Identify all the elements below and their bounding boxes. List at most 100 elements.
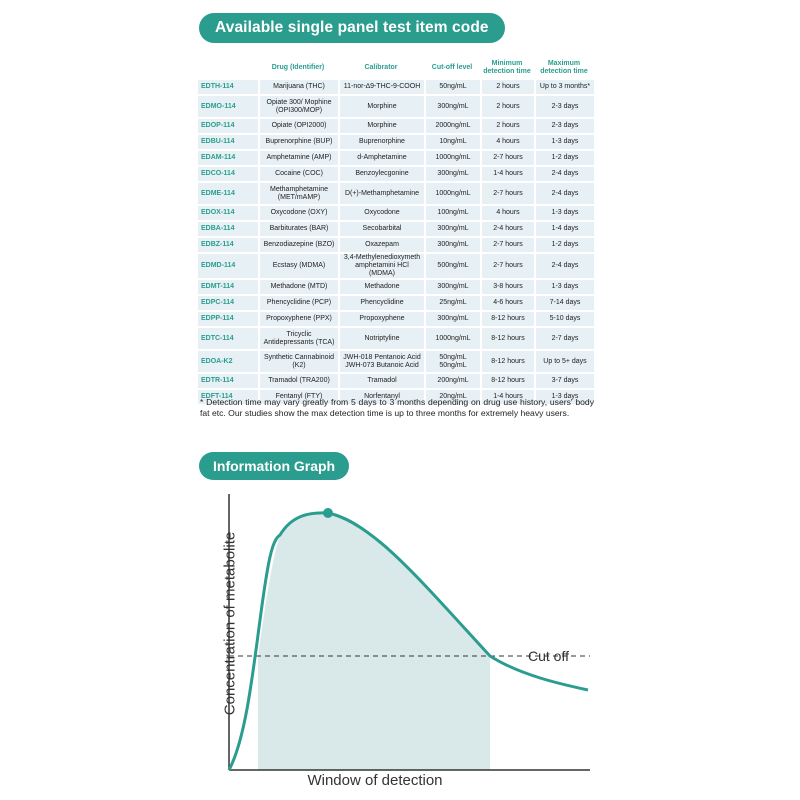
max-detection-time: 2-3 days (534, 119, 594, 133)
max-detection-time: 2-7 days (534, 328, 594, 349)
min-detection-time: 1-4 hours (480, 390, 534, 404)
calibrator: Benzoylecgonine (338, 167, 424, 181)
drug-identifier: Marijuana (THC) (258, 80, 338, 94)
max-detection-time: 1-4 days (534, 222, 594, 236)
table-row: EDTH-114 Marijuana (THC) 11-nor-∆9-THC-9-C… (198, 80, 594, 94)
concentration-curve (227, 511, 589, 771)
max-detection-time: 2-4 days (534, 183, 594, 204)
max-detection-time: 1-3 days (534, 390, 594, 404)
column-header: Maximum detection time (540, 59, 588, 75)
drug-identifier: Benzodiazepine (BZO) (258, 238, 338, 252)
test-code-table: Drug (Identifier) Calibrator Cut-off lev… (198, 55, 594, 406)
peak-marker (323, 508, 333, 518)
table-row: EDBU-114 Buprenorphine (BUP) Buprenorphine… (198, 135, 594, 149)
table-row: EDFT-114 Fentanyl (FTY) Norfentanyl 20ng/mL… (198, 390, 594, 404)
item-code: EDTC-114 (198, 328, 258, 349)
max-detection-time: 2-3 days (534, 96, 594, 117)
table-row: EDMO-114 Opiate 300/ Mophine (OPI300/MOP)… (198, 96, 594, 117)
drug-identifier: Phencyclidine (PCP) (258, 296, 338, 310)
column-header: Calibrator (364, 63, 398, 71)
item-code: EDBA-114 (198, 222, 258, 236)
calibrator: Oxazepam (338, 238, 424, 252)
table-row: EDPC-114 Phencyclidine (PCP) Phencyclidine… (198, 296, 594, 310)
cutoff-level: 1000ng/mL (424, 183, 480, 204)
column-header: Cut-off level (431, 63, 473, 71)
drug-identifier: Tramadol (TRA200) (258, 374, 338, 388)
table-row: EDMD-114 Ecstasy (MDMA) 3,4-Methylenedioxy… (198, 254, 594, 278)
max-detection-time: 5-10 days (534, 312, 594, 326)
drug-identifier: Synthetic Cannabinoid (K2) (258, 351, 338, 372)
cutoff-level: 300ng/mL (424, 238, 480, 252)
x-axis-label: Window of detection (307, 772, 443, 789)
max-detection-time: 1-2 days (534, 151, 594, 165)
min-detection-time: 1-4 hours (480, 167, 534, 181)
calibrator: JWH-018 Pentanoic Acid JWH-073 Butanoic … (338, 351, 424, 372)
min-detection-time: 4-6 hours (480, 296, 534, 310)
drug-identifier: Oxycodone (OXY) (258, 206, 338, 220)
calibrator: D(+)-Methamphetamine (338, 183, 424, 204)
calibrator: Methadone (338, 280, 424, 294)
table-row: EDTR-114 Tramadol (TRA200) Tramadol 200ng/m… (198, 374, 594, 388)
max-detection-time: Up to 5+ days (534, 351, 594, 372)
drug-identifier: Propoxyphene (PPX) (258, 312, 338, 326)
cutoff-level: 10ng/mL (424, 135, 480, 149)
min-detection-time: 2-7 hours (480, 151, 534, 165)
graph-section-title: Information Graph (199, 452, 350, 480)
drug-identifier: Buprenorphine (BUP) (258, 135, 338, 149)
table-row: EDMT-114 Methadone (MTD) Methadone 300ng/mL… (198, 280, 594, 294)
detection-time-footnote: * Detection time may vary greatly from 5… (200, 397, 594, 418)
calibrator: 11-nor-∆9-THC-9-COOH (338, 80, 424, 94)
table-row: EDOX-114 Oxycodone (OXY) Oxycodone 100ng/mL… (198, 206, 594, 220)
table-row: EDPP-114 Propoxyphene (PPX) Propoxyphene 30… (198, 312, 594, 326)
item-code: EDOA-K2 (198, 351, 258, 372)
drug-identifier: Methadone (MTD) (258, 280, 338, 294)
cutoff-level: 100ng/mL (424, 206, 480, 220)
item-code: EDBU-114 (198, 135, 258, 149)
max-detection-time: 2-4 days (534, 254, 594, 278)
max-detection-time: 1-3 days (534, 206, 594, 220)
min-detection-time: 2 hours (480, 80, 534, 94)
cutoff-label: Cut off (528, 648, 569, 664)
detection-window-area (258, 512, 490, 770)
calibrator: Norfentanyl (338, 390, 424, 404)
table-header-row: Drug (Identifier) Calibrator Cut-off lev… (198, 57, 594, 78)
item-code: EDBZ-114 (198, 238, 258, 252)
max-detection-time: 2-4 days (534, 167, 594, 181)
min-detection-time: 3-8 hours (480, 280, 534, 294)
calibrator: Phencyclidine (338, 296, 424, 310)
cutoff-level: 300ng/mL (424, 167, 480, 181)
table-row: EDBZ-114 Benzodiazepine (BZO) Oxazepam 300n… (198, 238, 594, 252)
cutoff-level: 1000ng/mL (424, 151, 480, 165)
y-axis-label: Concentration of metabolite (221, 531, 239, 716)
column-header: Minimum detection time (483, 59, 531, 75)
table-row: EDME-114 Methamphetamine (MET/mAMP) D(+)-M… (198, 183, 594, 204)
table-row: EDAM-114 Amphetamine (AMP) d-Amphetamine 10… (198, 151, 594, 165)
item-code: EDCO-114 (198, 167, 258, 181)
min-detection-time: 2-7 hours (480, 238, 534, 252)
item-code: EDME-114 (198, 183, 258, 204)
max-detection-time: 3-7 days (534, 374, 594, 388)
cutoff-level: 50ng/mL 50ng/mL (424, 351, 480, 372)
min-detection-time: 2-7 hours (480, 183, 534, 204)
cutoff-level: 300ng/mL (424, 96, 480, 117)
cutoff-level: 1000ng/mL (424, 328, 480, 349)
table-section-title: Available single panel test item code (199, 13, 505, 43)
drug-identifier: Barbiturates (BAR) (258, 222, 338, 236)
cutoff-level: 500ng/mL (424, 254, 480, 278)
cutoff-level: 200ng/mL (424, 374, 480, 388)
cutoff-level: 2000ng/mL (424, 119, 480, 133)
max-detection-time: 1-2 days (534, 238, 594, 252)
min-detection-time: 4 hours (480, 135, 534, 149)
cutoff-level: 50ng/mL (424, 80, 480, 94)
min-detection-time: 8-12 hours (480, 374, 534, 388)
drug-identifier: Methamphetamine (MET/mAMP) (258, 183, 338, 204)
min-detection-time: 8-12 hours (480, 312, 534, 326)
drug-identifier: Tricyclic Antidepressants (TCA) (258, 328, 338, 349)
table-row: EDCO-114 Cocaine (COC) Benzoylecgonine 300n… (198, 167, 594, 181)
table-row: EDBA-114 Barbiturates (BAR) Secobarbital 30… (198, 222, 594, 236)
item-code: EDMO-114 (198, 96, 258, 117)
drug-identifier: Ecstasy (MDMA) (258, 254, 338, 278)
min-detection-time: 2-4 hours (480, 222, 534, 236)
max-detection-time: 1-3 days (534, 135, 594, 149)
